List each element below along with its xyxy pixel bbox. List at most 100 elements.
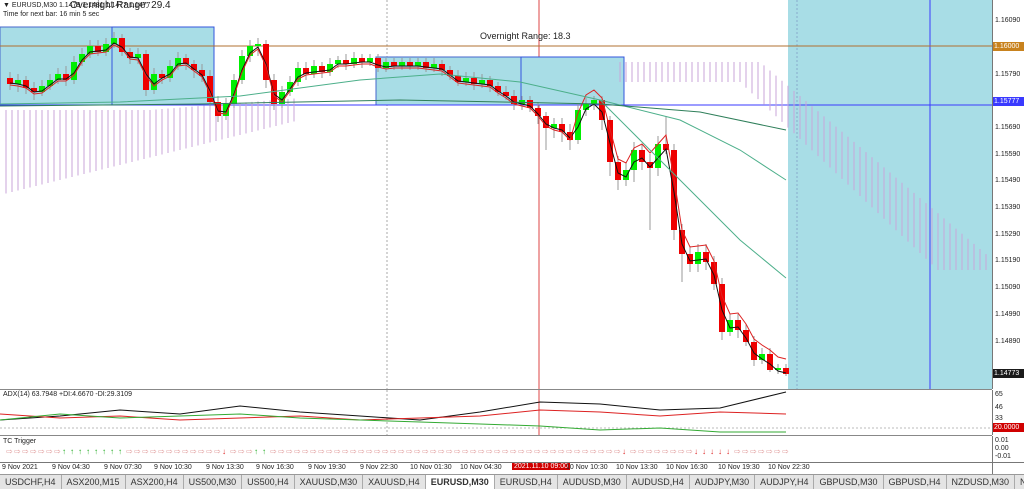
candle [703, 252, 709, 262]
symbol-tab[interactable]: NZDUSD,H4 [1015, 475, 1024, 489]
price-tick: 1.15190 [995, 257, 1021, 264]
signal-arrow-icon: ⇨ [142, 447, 149, 456]
symbol-tab[interactable]: ASX200,H4 [126, 475, 184, 489]
symbol-tab[interactable]: ASX200,M15 [62, 475, 126, 489]
candle [103, 44, 109, 52]
price-chart [0, 0, 992, 389]
signal-arrow-icon: ⇨ [558, 447, 565, 456]
time-tick: 9 Nov 04:30 [52, 464, 90, 471]
signal-arrow-icon: ⇨ [246, 447, 253, 456]
symbol-tab[interactable]: GBPUSD,M30 [814, 475, 884, 489]
signal-arrow-icon: ⇨ [198, 447, 205, 456]
signal-arrow-icon: ⇨ [494, 447, 501, 456]
signal-arrow-icon: ⇨ [342, 447, 349, 456]
axis-corner [992, 462, 1024, 475]
candle [511, 96, 517, 104]
candle [503, 92, 509, 96]
signal-arrow-icon: ⇨ [518, 447, 525, 456]
candle [231, 80, 237, 104]
signal-arrow-icon: ⇨ [6, 447, 13, 456]
candle [191, 64, 197, 70]
candle [71, 62, 77, 80]
signal-arrow-icon: ⇨ [398, 447, 405, 456]
candle [47, 80, 53, 86]
symbol-tab[interactable]: NZDUSD,M30 [947, 475, 1016, 489]
candle [535, 108, 541, 116]
signal-arrow-icon: ⇨ [278, 447, 285, 456]
price-tick: 1.15090 [995, 284, 1021, 291]
buy-arrow-icon: ↑ [254, 447, 258, 456]
signal-arrow-icon: ⇨ [22, 447, 29, 456]
price-chart-panel[interactable]: ▼ EURUSD,M30 1.1479 1.1481 1.1477 1.1477… [0, 0, 992, 390]
overnight-range-label-2: Overnight Range: 18.3 [480, 31, 571, 41]
candle [751, 342, 757, 360]
symbol-tab[interactable]: XAUUSD,M30 [295, 475, 364, 489]
signal-arrow-icon: ⇨ [166, 447, 173, 456]
candle [623, 170, 629, 180]
adx-axis[interactable]: 65 46 33 20.0000 [992, 390, 1024, 435]
time-tick: 9 Nov 10:30 [154, 464, 192, 471]
candle [479, 80, 485, 84]
candle [767, 354, 773, 370]
time-axis[interactable]: 9 Nov 2021 9 Nov 04:30 9 Nov 07:30 9 Nov 10… [0, 462, 992, 475]
price-axis[interactable]: 1.16090 1.15790 1.15690 1.15590 1.15490 … [992, 0, 1024, 389]
candle [663, 144, 669, 150]
candle [375, 58, 381, 68]
candle [391, 62, 397, 66]
tc-tick: 0.01 [995, 437, 1009, 444]
symbol-tab[interactable]: AUDJPY,M30 [690, 475, 756, 489]
ma-slow-line [9, 44, 787, 360]
adx-tick: 33 [995, 415, 1003, 422]
signal-arrow-icon: ⇨ [174, 447, 181, 456]
time-tick: 9 Nov 2021 [2, 464, 38, 471]
candle [255, 44, 261, 46]
time-tick: 10 Nov 16:30 [666, 464, 708, 471]
candle [311, 66, 317, 74]
signal-arrow-icon: ⇨ [270, 447, 277, 456]
symbol-tab[interactable]: GBPUSD,H4 [884, 475, 947, 489]
signal-arrow-icon: ⇨ [654, 447, 661, 456]
tc-axis[interactable]: 0.01 0.00 -0.01 [992, 436, 1024, 462]
symbol-tab[interactable]: AUDUSD,M30 [558, 475, 627, 489]
candle [415, 62, 421, 66]
candle [487, 80, 493, 86]
candle [575, 110, 581, 140]
minus-di-line [0, 409, 787, 421]
signal-arrow-icon: ⇨ [230, 447, 237, 456]
adx-indicator-panel[interactable]: ADX(14) 63.7948 +DI:4.6670 -DI:29.3109 [0, 390, 992, 436]
signal-arrow-icon: ⇨ [310, 447, 317, 456]
signal-arrow-icon: ⇨ [478, 447, 485, 456]
signal-arrow-icon: ⇨ [414, 447, 421, 456]
signal-arrow-icon: ⇨ [238, 447, 245, 456]
tc-tick: -0.01 [995, 453, 1011, 460]
symbol-tab[interactable]: EURUSD,M30 [425, 475, 495, 489]
candle [327, 64, 333, 72]
sell-arrow-icon: ↓ [222, 447, 226, 456]
symbol-tab[interactable]: USDCHF,H4 [0, 475, 62, 489]
signal-arrow-icon: ⇨ [350, 447, 357, 456]
candle [695, 252, 701, 264]
symbol-tab[interactable]: US500,M30 [184, 475, 243, 489]
symbol-tab[interactable]: EURUSD,H4 [495, 475, 558, 489]
time-tick: 10 Nov 22:30 [768, 464, 810, 471]
symbol-tab[interactable]: US500,H4 [242, 475, 295, 489]
candle [527, 100, 533, 108]
adx-level-badge: 20.0000 [993, 423, 1024, 432]
candle [87, 46, 93, 54]
price-tick: 1.14890 [995, 338, 1021, 345]
signal-arrow-icon: ⇨ [646, 447, 653, 456]
symbol-tab[interactable]: XAUUSD,H4 [363, 475, 426, 489]
candle [63, 74, 69, 80]
candle [407, 62, 413, 66]
candle [727, 320, 733, 332]
signal-arrow-icon: ⇨ [678, 447, 685, 456]
symbol-tab[interactable]: AUDUSD,H4 [627, 475, 690, 489]
price-tick: 1.15490 [995, 177, 1021, 184]
signal-arrow-icon: ⇨ [486, 447, 493, 456]
tc-trigger-panel[interactable]: ⇨ ⇨ ⇨ ⇨ ⇨ ⇨ ⇨ ↑ ↑ ↑ ↑ ↑ ↑ ↑ ↑ ⇨ ⇨ ⇨ ⇨ ⇨ ⇨ ⇨ ⇨ ⇨ ⇨ ⇨ ⇨ ↓ ⇨ ⇨ ⇨ ↑ ↑ ⇨ ⇨ ⇨ ⇨ ⇨ ⇨ ⇨… [0, 436, 992, 462]
tc-tick: 0.00 [995, 445, 1009, 452]
candle [567, 132, 573, 140]
symbol-tab[interactable]: AUDJPY,H4 [755, 475, 815, 489]
candle [23, 80, 29, 88]
time-tick: 9 Nov 13:30 [206, 464, 244, 471]
